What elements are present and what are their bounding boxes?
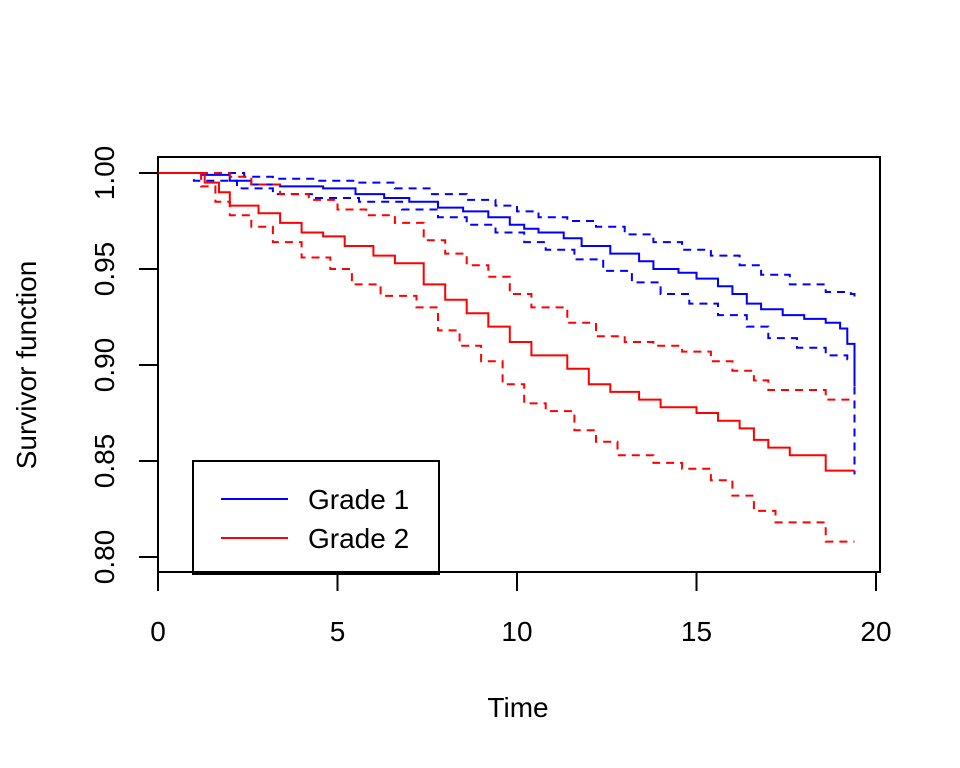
y-tick-label-4: 1.00	[89, 146, 120, 201]
y-axis-title: Survivor function	[11, 261, 42, 470]
y-tick-label-3: 0.95	[89, 242, 120, 297]
y-tick-label-1: 0.85	[89, 434, 120, 489]
y-axis: 0.80 0.85 0.90 0.95 1.00	[89, 146, 159, 585]
x-tick-label-2: 10	[501, 616, 532, 647]
x-axis: 0 5 10 15 20	[150, 571, 892, 647]
series-layer	[158, 172, 856, 543]
x-tick-label-0: 0	[150, 616, 166, 647]
x-tick-label-3: 15	[681, 616, 712, 647]
x-axis-title: Time	[487, 692, 548, 723]
y-tick-label-0: 0.80	[89, 530, 120, 585]
legend-label-grade-1: Grade 1	[308, 484, 409, 515]
series-line-4-ci	[158, 172, 855, 401]
legend: Grade 1 Grade 2	[192, 460, 440, 575]
x-tick-label-1: 5	[330, 616, 346, 647]
x-tick-label-4: 20	[860, 616, 891, 647]
series-line-5-ci	[158, 172, 855, 543]
series-line-1-ci	[158, 172, 856, 298]
y-tick-label-2: 0.90	[89, 338, 120, 393]
legend-label-grade-2: Grade 2	[308, 523, 409, 554]
series-line-3	[158, 172, 855, 472]
series-line-2-ci	[158, 172, 856, 475]
legend-box	[192, 460, 440, 575]
series-line-0	[158, 172, 856, 387]
